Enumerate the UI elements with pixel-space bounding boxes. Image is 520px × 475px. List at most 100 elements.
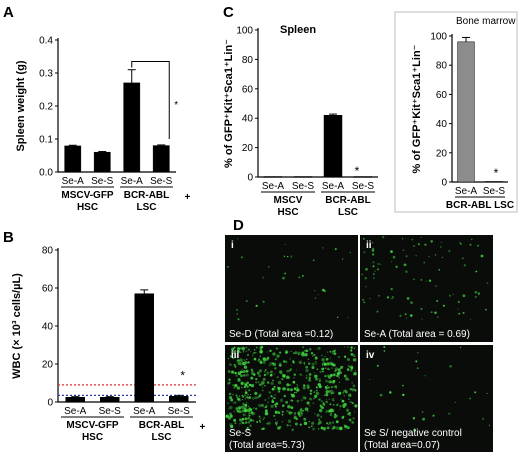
fluorescent-dot <box>244 361 248 364</box>
fluorescent-dot <box>305 368 309 373</box>
fluorescent-dot <box>253 373 256 376</box>
fluorescent-dot <box>293 387 297 390</box>
fluorescent-dot <box>269 350 271 352</box>
y-axis-label: % of GFP⁺Kit⁺Sca1⁺Lin⁻ <box>223 39 235 168</box>
fluorescent-dot <box>281 421 284 423</box>
micrograph-label: Se-A (Total area = 0.69) <box>364 329 470 340</box>
fluorescent-dot <box>236 409 240 413</box>
group-label: BCR-ABL <box>325 195 371 206</box>
group-label-superscript: + <box>185 192 191 203</box>
fluorescent-dot <box>371 249 375 252</box>
micrograph-background <box>225 235 358 342</box>
fluorescent-dot <box>247 405 249 408</box>
fluorescent-dot <box>270 404 274 408</box>
fluorescent-dot <box>240 256 243 259</box>
fluorescent-dot <box>241 409 245 413</box>
fluorescent-dot <box>333 415 337 419</box>
fluorescent-dot <box>308 378 312 382</box>
fluorescent-dot <box>279 351 282 354</box>
fluorescent-dot <box>395 265 398 268</box>
fluorescent-dot <box>326 362 330 366</box>
fluorescent-dot <box>258 420 261 422</box>
fluorescent-dot <box>274 397 276 400</box>
fluorescent-dot <box>314 394 318 398</box>
fluorescent-dot <box>326 426 330 430</box>
fluorescent-dot <box>249 411 252 414</box>
fluorescent-dot <box>269 373 273 377</box>
fluorescent-dot <box>322 402 325 404</box>
fluorescent-dot <box>256 371 260 375</box>
group-label-line2: LSC <box>338 207 358 218</box>
fluorescent-dot <box>325 410 329 413</box>
fluorescent-dot <box>293 416 297 420</box>
fluorescent-dot <box>475 270 478 273</box>
fluorescent-dot <box>302 409 304 412</box>
fluorescent-dot <box>286 369 290 373</box>
category-label: Se-A <box>62 176 85 187</box>
fluorescent-dot <box>241 370 244 373</box>
fluorescent-dot <box>299 409 303 413</box>
fluorescent-dot <box>257 381 260 384</box>
y-tick-label: 80 <box>436 61 448 72</box>
fluorescent-dot <box>339 365 344 370</box>
fluorescent-dot <box>284 360 288 364</box>
fluorescent-dot <box>317 294 319 296</box>
fluorescent-dot <box>334 348 336 351</box>
fluorescent-dot <box>327 367 330 370</box>
fluorescent-dot <box>313 398 315 400</box>
fluorescent-dot <box>348 398 350 400</box>
fluorescent-dot <box>272 379 274 382</box>
micrograph-label: Se-D (Total area =0.12) <box>229 329 333 340</box>
fluorescent-dot <box>294 391 296 394</box>
fluorescent-dot <box>312 259 315 262</box>
fluorescent-dot <box>274 418 276 421</box>
fluorescent-dot <box>328 398 330 400</box>
fluorescent-dot <box>361 273 363 276</box>
fluorescent-dot <box>318 385 322 389</box>
fluorescent-dot <box>246 358 248 360</box>
fluorescent-dot <box>270 381 274 385</box>
fluorescent-dot <box>264 384 266 387</box>
fluorescent-dot <box>324 356 326 358</box>
fluorescent-dot <box>281 410 284 413</box>
group-label: MSCV <box>274 195 303 206</box>
fluorescent-dot <box>319 380 321 383</box>
bar <box>169 396 189 403</box>
fluorescent-dot <box>318 408 323 413</box>
fluorescent-dot <box>250 376 254 380</box>
fluorescent-dot <box>354 404 358 408</box>
fluorescent-dot <box>347 426 350 429</box>
fluorescent-dot <box>406 317 408 319</box>
fluorescent-dot <box>239 418 243 422</box>
fluorescent-dot <box>469 243 472 246</box>
fluorescent-dot <box>246 427 250 431</box>
panel-letter-b: B <box>3 229 14 246</box>
bar <box>64 145 82 173</box>
fluorescent-dot <box>423 261 426 264</box>
category-label: Se-A <box>262 181 285 192</box>
fluorescent-dot <box>336 372 341 376</box>
fluorescent-dot <box>238 395 240 397</box>
fluorescent-dot <box>231 350 235 355</box>
fluorescent-dot <box>307 410 309 413</box>
fluorescent-dot <box>263 373 267 377</box>
fluorescent-dot <box>227 358 229 360</box>
micrograph-background <box>360 235 493 342</box>
fluorescent-dot <box>306 401 310 405</box>
fluorescent-dot <box>292 380 296 384</box>
fluorescent-dot <box>298 414 302 418</box>
fluorescent-dot <box>339 405 342 408</box>
fluorescent-dot <box>279 426 282 428</box>
group-label-line2: LSC <box>152 432 172 443</box>
fluorescent-dot <box>314 413 316 415</box>
panel-letter-c: C <box>223 4 234 21</box>
fluorescent-dot <box>313 391 316 393</box>
fluorescent-dot <box>350 368 353 372</box>
micrograph-iii: iii Se-S(Total area=5.73) <box>225 345 358 452</box>
fluorescent-dot <box>227 402 229 405</box>
fluorescent-dot <box>333 385 336 388</box>
fluorescent-dot <box>413 428 416 431</box>
fluorescent-dot <box>329 410 331 413</box>
fluorescent-dot <box>323 362 327 366</box>
